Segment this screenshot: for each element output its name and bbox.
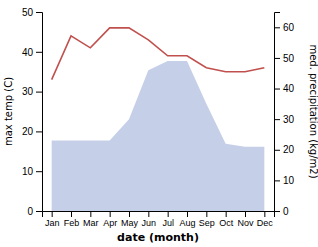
tick-label: 60 bbox=[283, 22, 295, 33]
tick: Apr bbox=[103, 211, 117, 228]
tick-label: 10 bbox=[283, 175, 295, 186]
y-axis: 0 10 20 30 40 50 bbox=[22, 7, 43, 217]
tick: 50 bbox=[274, 53, 295, 64]
tick: Mar bbox=[83, 211, 99, 228]
tick-label: Oct bbox=[219, 218, 234, 228]
tick-label: Apr bbox=[103, 218, 117, 228]
tick: 40 bbox=[274, 83, 295, 94]
x-axis-title: date (month) bbox=[117, 231, 199, 244]
line bbox=[52, 28, 265, 80]
tick-mark bbox=[264, 211, 265, 217]
tick: May bbox=[121, 211, 139, 228]
tick: Sep bbox=[199, 211, 215, 228]
tick-mark bbox=[274, 27, 280, 28]
axis-line bbox=[275, 13, 281, 212]
tick-mark bbox=[36, 211, 42, 212]
tick-label: 30 bbox=[283, 114, 295, 125]
tick-mark bbox=[274, 58, 280, 59]
tick-mark bbox=[274, 119, 280, 120]
tick-label: May bbox=[121, 218, 139, 228]
tick: 40 bbox=[22, 47, 42, 58]
tick-mark bbox=[226, 211, 227, 217]
y2-axis-title: med. precipitation (kg/m2) bbox=[308, 44, 318, 178]
tick-label: 30 bbox=[22, 86, 34, 97]
tick-mark bbox=[36, 12, 42, 13]
tick: Dec bbox=[257, 211, 274, 228]
tick-mark bbox=[129, 211, 130, 217]
tick: 30 bbox=[22, 86, 42, 97]
axis-line bbox=[43, 212, 275, 218]
tick-mark bbox=[90, 211, 91, 217]
tick-mark bbox=[71, 211, 72, 217]
tick-label: 10 bbox=[22, 166, 34, 177]
tick-mark bbox=[274, 150, 280, 151]
tick: Aug bbox=[179, 211, 195, 228]
tick-label: 0 bbox=[283, 206, 289, 217]
tick-label: Sep bbox=[199, 218, 215, 228]
tick-mark bbox=[274, 89, 280, 90]
tick: Oct bbox=[219, 211, 234, 228]
tick-mark bbox=[36, 52, 42, 53]
tick: 0 bbox=[27, 206, 42, 217]
tick-label: Jan bbox=[45, 218, 60, 228]
tick-label: Feb bbox=[64, 218, 80, 228]
tick-mark bbox=[110, 211, 111, 217]
tick: 10 bbox=[274, 175, 295, 186]
tick: Jun bbox=[142, 211, 157, 228]
tick-label: Aug bbox=[179, 218, 195, 228]
x-axis: Jan FebMar Apr MayJun Jul Aug Sep OctNovDec bbox=[43, 211, 275, 228]
tick-label: Dec bbox=[257, 218, 274, 228]
tick: Jul bbox=[162, 211, 174, 228]
tick-mark bbox=[274, 211, 280, 212]
tick-mark bbox=[274, 180, 280, 181]
tick-label: Jun bbox=[142, 218, 157, 228]
tick-label: 50 bbox=[283, 53, 295, 64]
tick-mark bbox=[36, 92, 42, 93]
tick: 10 bbox=[22, 166, 42, 177]
tick-label: 40 bbox=[22, 47, 34, 58]
tick: 0 bbox=[274, 206, 289, 217]
y2-axis: 0 10 20 30 40 50 60 bbox=[274, 13, 295, 217]
tick-mark bbox=[206, 211, 207, 217]
tick-mark bbox=[36, 171, 42, 172]
tick-label: 40 bbox=[283, 83, 295, 94]
tick-label: 20 bbox=[22, 126, 34, 137]
tick-label: Jul bbox=[162, 218, 174, 228]
plot-area: Jan FebMar Apr MayJun Jul Aug Sep OctNovDec 0 10 2… bbox=[22, 7, 295, 229]
tick: Jan bbox=[45, 211, 60, 228]
tick-mark bbox=[168, 211, 169, 217]
tick-mark bbox=[187, 211, 188, 217]
tick-label: Nov bbox=[237, 218, 254, 228]
tick: 20 bbox=[274, 144, 295, 155]
tick-mark bbox=[245, 211, 246, 217]
tick-label: 20 bbox=[283, 144, 295, 155]
tick-mark bbox=[52, 211, 53, 217]
area bbox=[52, 61, 265, 211]
tick: 30 bbox=[274, 114, 295, 125]
marks bbox=[52, 28, 265, 211]
y-axis-title: max temp (C) bbox=[3, 77, 14, 146]
tick-label: 50 bbox=[22, 7, 34, 18]
tick: 50 bbox=[22, 7, 42, 18]
tick-mark bbox=[148, 211, 149, 217]
tick-label: 0 bbox=[27, 206, 33, 217]
tick-mark bbox=[36, 131, 42, 132]
tick: 60 bbox=[274, 22, 295, 33]
tick: Nov bbox=[237, 211, 254, 228]
chart: Jan FebMar Apr MayJun Jul Aug Sep OctNovDec 0 10 2… bbox=[0, 0, 318, 247]
tick: Feb bbox=[64, 211, 80, 228]
tick: 20 bbox=[22, 126, 42, 137]
axis-line bbox=[36, 13, 43, 212]
tick-label: Mar bbox=[83, 218, 99, 228]
